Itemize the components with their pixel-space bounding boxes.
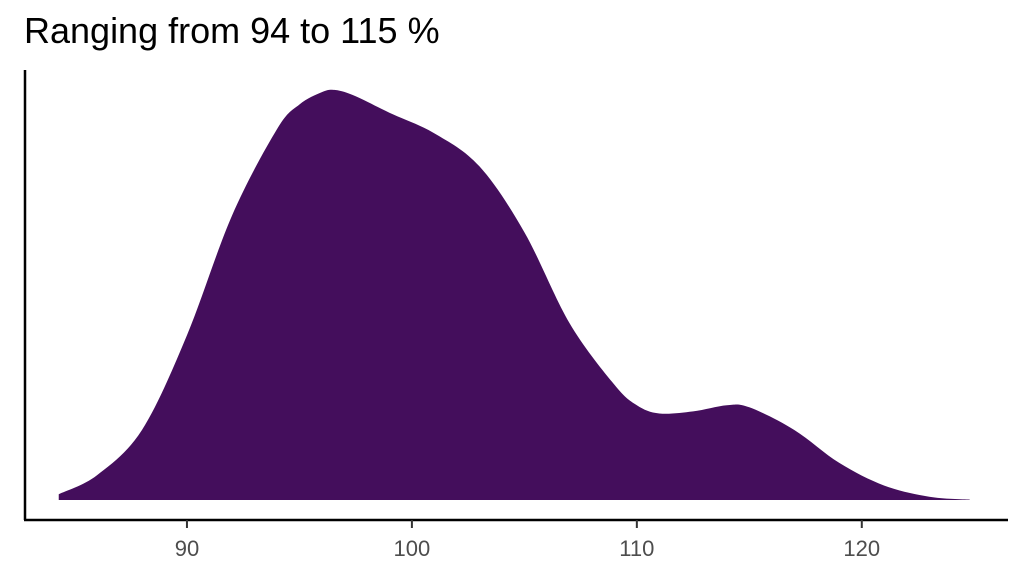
x-tick-label: 90 (175, 536, 199, 561)
chart-title: Ranging from 94 to 115 % (24, 10, 440, 51)
density-area (58, 89, 970, 500)
x-ticks: 90 100 110 120 (175, 520, 880, 561)
x-tick-label: 120 (843, 536, 880, 561)
x-tick-label: 110 (619, 536, 654, 561)
x-tick-label: 100 (394, 536, 431, 561)
